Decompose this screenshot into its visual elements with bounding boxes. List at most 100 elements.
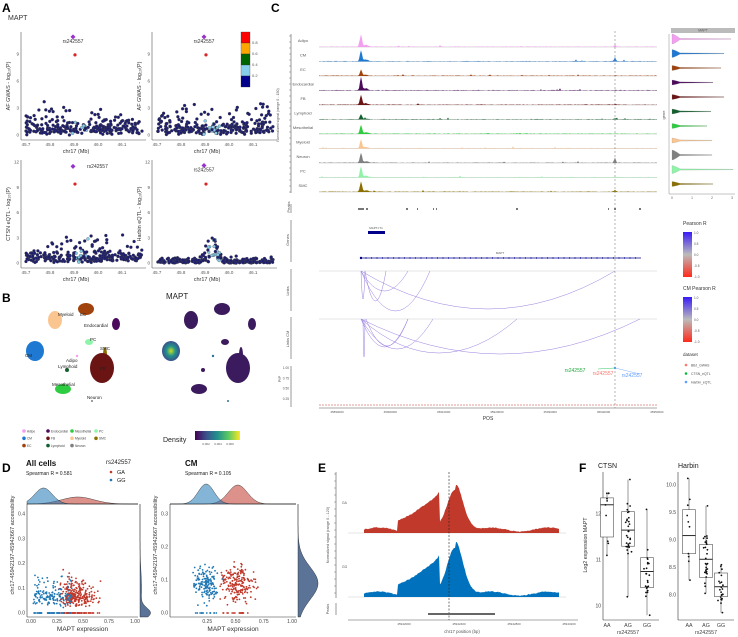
point-gg: [52, 586, 55, 589]
point-ga: [80, 612, 83, 614]
snp-point: [67, 120, 72, 125]
y-tick-label: 9.0: [669, 538, 676, 544]
point-ga: [234, 596, 236, 599]
point-gg: [203, 602, 206, 604]
coverage-track-adipo: [319, 34, 657, 47]
snp-point: [212, 238, 216, 242]
sample-point: [721, 588, 724, 590]
snp-point: [131, 129, 135, 133]
point-gg: [38, 600, 41, 603]
point-ga: [86, 587, 89, 590]
umap-cluster-lymphoid: [65, 368, 69, 372]
link-arc: [360, 318, 641, 355]
point-ga: [247, 587, 250, 589]
point-ga: [243, 574, 245, 577]
point-ga: [232, 600, 235, 603]
snp-point: [66, 254, 70, 259]
genotype-legend-label: GG: [117, 478, 126, 484]
point-ga: [78, 583, 81, 585]
lead-snp-label: rs242557: [194, 39, 215, 45]
snp-point: [168, 124, 172, 128]
dataset-legend-label: BBJ_GWAS: [691, 363, 710, 367]
snp-point: [65, 125, 69, 129]
snp-point: [28, 119, 32, 124]
snp-point: [122, 124, 126, 128]
snp-point: [24, 259, 28, 264]
snp-point: [254, 130, 258, 135]
y-tick-label: 0: [16, 133, 19, 138]
snp-point: [254, 106, 258, 111]
umap-cluster-label: SMC: [100, 346, 111, 351]
point-gg: [199, 567, 201, 570]
point-gg: [45, 592, 48, 595]
snp-point: [168, 118, 172, 123]
point-gg: [205, 574, 208, 577]
point-ga: [80, 581, 83, 583]
snp-point: [72, 251, 76, 255]
panel-a-locuszoom: 0 3 6 9 45.7 45.8 45.9 46.0 46.1 chr17 (Mb) AF GWA…: [6, 31, 277, 283]
point-gg: [207, 584, 209, 587]
snp-point: [207, 255, 211, 259]
point-gg: [33, 598, 35, 601]
snp-point: [97, 115, 101, 120]
pearson-r-tick: 1.0: [694, 231, 699, 235]
snp-point: [118, 249, 122, 253]
track-label-ga: GA: [342, 501, 348, 505]
point-ga: [234, 601, 237, 603]
celltype-legend-dot: [46, 443, 50, 448]
point-ga: [246, 577, 249, 580]
snp-point: [96, 112, 100, 117]
point-gg: [55, 602, 58, 605]
y-tick-label: 3: [16, 235, 19, 240]
point-ga: [230, 588, 233, 591]
celltype-legend-label: PC: [99, 429, 104, 433]
celltype-legend-label: FB: [51, 437, 55, 441]
umap-cluster-label: Myeloid: [58, 312, 74, 317]
snp-point: [115, 258, 119, 262]
pearson-r-tick: 0.0: [694, 253, 699, 257]
panel-c-tracks: Normalized signal (range 0 - 150) Adipo CM…: [276, 28, 735, 422]
point-gg: [51, 597, 54, 600]
snp-point: [76, 121, 80, 126]
x-axis-title: rs242557: [617, 630, 639, 636]
track-label-adipo: Adipo: [298, 38, 309, 43]
celltype-legend-dot: [46, 436, 50, 441]
track-label-pc: PC: [300, 169, 306, 174]
point-ga: [220, 583, 223, 586]
point-ga: [233, 587, 235, 590]
snp-point: [231, 128, 235, 132]
point-gg: [39, 595, 42, 597]
snp-point: [119, 131, 123, 135]
sample-point: [626, 519, 628, 522]
snp-point: [160, 128, 164, 132]
point-ga: [239, 569, 241, 572]
point-ga: [74, 599, 76, 601]
snp-point: [110, 132, 114, 136]
point-gg: [213, 587, 216, 590]
point-gg: [201, 569, 204, 571]
point-ga: [246, 612, 249, 614]
snp-point: [269, 255, 273, 259]
point-gg: [214, 569, 216, 572]
point-gg: [38, 598, 41, 601]
point-ga: [228, 588, 230, 591]
point-ga: [238, 575, 241, 578]
panel-label-e: E: [318, 461, 326, 475]
point-ga: [71, 612, 74, 614]
pos-tick: 45910000: [437, 410, 451, 414]
snp-point: [64, 235, 69, 239]
y-tick-label: 9: [16, 52, 19, 57]
point-ga: [81, 583, 83, 585]
sample-point: [606, 497, 608, 500]
violin-x-tick: 2: [711, 196, 713, 200]
point-gg: [213, 593, 216, 596]
point-gg: [70, 587, 73, 590]
y-tick-label: 11: [596, 558, 601, 564]
genes-track-label: Genes: [285, 234, 290, 246]
y-tick-label: 0.1: [161, 578, 168, 584]
density-tick: 0.006: [226, 442, 234, 446]
point-gg: [42, 597, 45, 600]
point-gg: [208, 590, 211, 592]
point-ga: [98, 612, 101, 614]
gene-body-mapt-it1: [368, 231, 385, 234]
